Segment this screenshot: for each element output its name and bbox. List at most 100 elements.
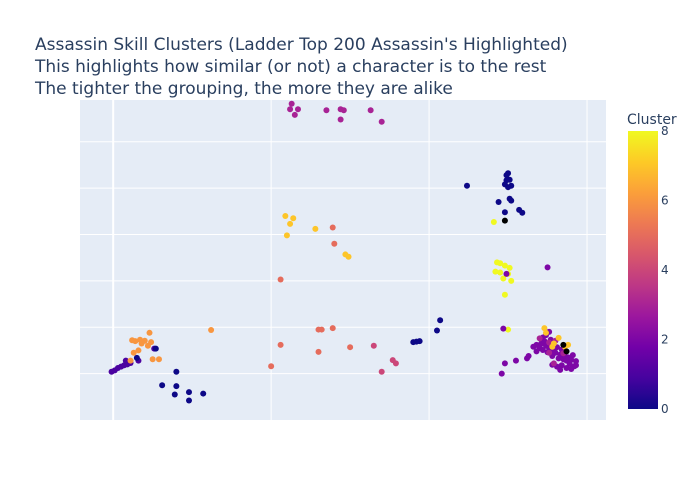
data-point[interactable] [500, 325, 507, 332]
data-point[interactable] [505, 170, 512, 177]
data-point[interactable] [173, 368, 180, 375]
data-point[interactable] [503, 270, 510, 277]
data-point[interactable] [546, 339, 553, 346]
data-point[interactable] [294, 106, 301, 113]
data-point[interactable] [555, 334, 562, 341]
data-point[interactable] [130, 349, 137, 356]
data-point[interactable] [392, 360, 399, 367]
data-point[interactable] [492, 268, 499, 275]
data-point[interactable] [268, 363, 275, 370]
data-point[interactable] [152, 345, 159, 352]
data-point[interactable] [541, 338, 548, 345]
data-point[interactable] [508, 197, 515, 204]
data-point[interactable] [127, 357, 134, 364]
data-point[interactable] [525, 353, 532, 359]
data-point[interactable] [137, 336, 144, 343]
plot-area[interactable] [80, 100, 606, 420]
data-point[interactable] [550, 360, 557, 367]
data-point[interactable] [331, 240, 338, 247]
data-point[interactable] [159, 382, 166, 389]
data-point[interactable] [490, 218, 497, 225]
data-point[interactable] [572, 362, 579, 369]
data-point[interactable] [283, 232, 290, 239]
data-point[interactable] [185, 389, 192, 396]
data-point[interactable] [495, 199, 502, 206]
data-point[interactable] [557, 366, 564, 373]
data-point[interactable] [318, 326, 325, 333]
highlighted-point[interactable] [560, 341, 567, 348]
data-point[interactable] [568, 365, 575, 372]
data-point[interactable] [277, 341, 284, 348]
data-point[interactable] [519, 209, 526, 216]
data-point[interactable] [558, 362, 565, 369]
data-point[interactable] [367, 107, 374, 114]
data-point[interactable] [437, 317, 444, 324]
data-point[interactable] [155, 356, 162, 363]
data-point[interactable] [208, 327, 215, 334]
data-point[interactable] [288, 100, 295, 107]
data-point[interactable] [501, 209, 508, 216]
data-point[interactable] [506, 176, 513, 183]
data-point[interactable] [544, 264, 551, 271]
data-point[interactable] [148, 339, 155, 346]
data-point[interactable] [129, 337, 136, 344]
data-point[interactable] [536, 335, 543, 342]
data-point[interactable] [347, 344, 354, 351]
data-point[interactable] [146, 329, 153, 336]
data-point[interactable] [282, 212, 289, 219]
data-point[interactable] [501, 360, 508, 367]
data-point[interactable] [549, 343, 556, 350]
data-point[interactable] [133, 354, 140, 361]
data-point[interactable] [171, 391, 178, 398]
data-point[interactable] [463, 182, 470, 189]
data-point[interactable] [378, 118, 385, 125]
highlighted-point[interactable] [563, 348, 570, 355]
data-point[interactable] [563, 365, 570, 372]
data-point[interactable] [329, 325, 336, 332]
data-point[interactable] [370, 342, 377, 349]
data-point[interactable] [501, 181, 508, 188]
data-point[interactable] [291, 111, 298, 118]
data-point[interactable] [542, 329, 549, 336]
data-point[interactable] [323, 107, 330, 114]
data-point[interactable] [173, 383, 180, 390]
data-point[interactable] [512, 357, 519, 364]
data-point[interactable] [501, 262, 508, 269]
data-point[interactable] [505, 326, 512, 333]
data-point[interactable] [277, 276, 284, 283]
data-point[interactable] [497, 269, 504, 276]
data-point[interactable] [149, 356, 156, 363]
data-point[interactable] [552, 349, 559, 356]
data-point[interactable] [287, 106, 294, 113]
data-point[interactable] [433, 327, 440, 334]
data-point[interactable] [497, 260, 504, 267]
data-point[interactable] [568, 356, 575, 363]
data-point[interactable] [345, 253, 352, 260]
data-point[interactable] [185, 397, 192, 404]
data-point[interactable] [546, 349, 553, 356]
data-point[interactable] [337, 116, 344, 123]
data-point[interactable] [565, 341, 572, 348]
data-point[interactable] [572, 358, 579, 365]
data-point[interactable] [506, 264, 513, 271]
data-point[interactable] [290, 215, 297, 222]
data-point[interactable] [501, 291, 508, 298]
data-point[interactable] [498, 370, 505, 377]
data-point[interactable] [122, 357, 129, 364]
data-point[interactable] [541, 325, 548, 332]
data-point[interactable] [135, 347, 142, 354]
data-point[interactable] [569, 352, 576, 359]
data-point[interactable] [539, 346, 546, 353]
data-point[interactable] [416, 338, 423, 345]
data-point[interactable] [329, 224, 336, 231]
data-point[interactable] [312, 225, 319, 232]
data-point[interactable] [287, 220, 294, 227]
highlighted-point[interactable] [501, 217, 508, 224]
data-point[interactable] [508, 277, 515, 284]
data-point[interactable] [378, 368, 385, 375]
data-point[interactable] [141, 337, 148, 344]
data-point[interactable] [315, 348, 322, 355]
data-point[interactable] [337, 106, 344, 113]
data-point[interactable] [200, 390, 207, 397]
data-point[interactable] [500, 275, 507, 282]
